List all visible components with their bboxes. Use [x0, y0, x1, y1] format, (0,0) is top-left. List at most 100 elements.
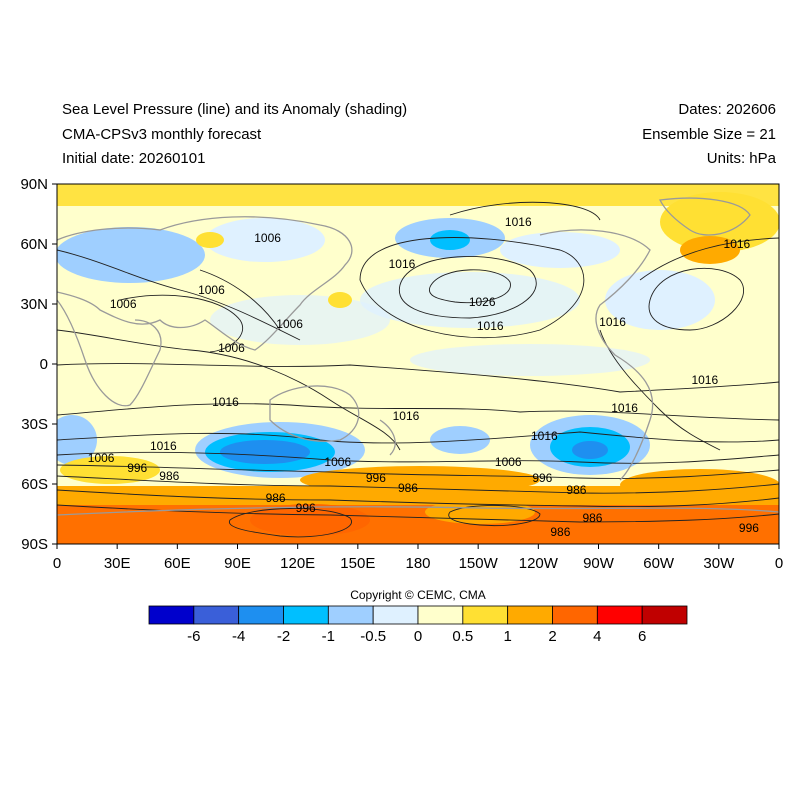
contour-line	[57, 431, 779, 444]
eurasia-coastline	[57, 216, 353, 351]
antarctic-core-anomaly	[250, 504, 370, 536]
contour-label: 986	[566, 483, 586, 497]
contour-label: 1016	[724, 237, 751, 251]
forecast-dates: Dates: 202606	[678, 101, 776, 118]
contour-label-text: 1006	[254, 231, 281, 245]
contour-label-text: 1016	[389, 257, 416, 271]
contour-label-text: 996	[127, 461, 147, 475]
contour-label: 1016	[531, 429, 558, 443]
contour-label: 986	[398, 481, 418, 495]
west-pacific-anomaly	[210, 295, 390, 345]
contour-label-text: 986	[266, 491, 286, 505]
lon-tick-label: 0	[53, 555, 61, 572]
title-line-1: Sea Level Pressure (line) and its Anomal…	[62, 101, 408, 118]
colorbar-segment	[283, 605, 329, 625]
colorbar-label: 0	[414, 628, 422, 645]
title-line-2: CMA-CPSv3 monthly forecast	[62, 126, 262, 143]
lon-tick-label: 30E	[104, 555, 131, 572]
contour-line	[57, 329, 401, 451]
contour-line	[639, 237, 779, 281]
antarctica-coastline	[57, 506, 779, 516]
contour-line	[228, 508, 352, 538]
africa-coastline	[57, 299, 162, 407]
contour-line	[57, 403, 779, 421]
lon-tick-label: 30W	[703, 555, 735, 572]
contour-label: 1006	[495, 455, 522, 469]
contour-label-text: 1016	[212, 395, 239, 409]
contour-label-text: 1026	[469, 295, 496, 309]
map-area: 1016 1006 1016 1016 1006 1006 1006 1026 1016 1016…	[57, 184, 779, 544]
contour-label: 1016	[150, 439, 177, 453]
anomaly-shading	[57, 184, 779, 544]
contour-label: 986	[550, 525, 570, 539]
colorbar-label: 4	[593, 628, 601, 645]
contour-label: 1016	[477, 319, 504, 333]
contour-label-text: 996	[366, 471, 386, 485]
colorbar-segment	[372, 605, 419, 625]
greenland-strong-anomaly	[680, 236, 740, 264]
units-label: Units: hPa	[706, 150, 776, 167]
lon-tick-label: 120W	[519, 555, 559, 572]
lon-tick-label: 90E	[224, 555, 251, 572]
colorbar-segment	[238, 605, 284, 625]
contour-label: 986	[159, 469, 179, 483]
contour-label: 996	[532, 471, 552, 485]
contour-line	[428, 269, 511, 304]
colorbar-label: 2	[548, 628, 556, 645]
contour-line	[648, 267, 745, 331]
pacific-subtropical-anomaly	[360, 272, 580, 328]
lon-tick-label: 60E	[164, 555, 191, 572]
contour-label-text: 996	[296, 501, 316, 515]
asia-positive-anomaly	[196, 232, 224, 248]
colorbar-segment	[641, 605, 688, 625]
contour-label-text: 1016	[599, 315, 626, 329]
colorbar-segment	[327, 605, 374, 625]
lon-tick-label: 90W	[583, 555, 615, 572]
contour-line	[199, 269, 281, 331]
contour-label: 1016	[212, 395, 239, 409]
contour-line	[57, 363, 779, 393]
contour-label-text: 1016	[505, 215, 532, 229]
colorbar-label: -4	[232, 628, 245, 645]
contour-label: 986	[582, 511, 602, 525]
contour-label: 1006	[324, 455, 351, 469]
contour-label: 1016	[599, 315, 626, 329]
colorbar-label: -0.5	[360, 628, 386, 645]
lon-tick-label: 0	[775, 555, 783, 572]
contour-label-text: 1016	[611, 401, 638, 415]
colorbar-label: 6	[638, 628, 646, 645]
contour-line	[57, 489, 779, 508]
lat-tick-label: 60N	[20, 236, 48, 253]
contour-label: 1016	[389, 257, 416, 271]
colorbar-segment	[552, 605, 598, 625]
contour-label: 1006	[198, 283, 225, 297]
contour-line	[359, 237, 585, 339]
contour-label-text: 1016	[691, 373, 718, 387]
colorbar-label: -6	[187, 628, 200, 645]
contour-line	[57, 249, 301, 341]
contour-label-text: 1006	[218, 341, 245, 355]
contour-line	[449, 201, 601, 221]
colorbar-segment	[596, 605, 643, 625]
contour-label-text: 1016	[477, 319, 504, 333]
contour-line	[398, 256, 537, 319]
contour-label: 996	[296, 501, 316, 515]
greenland-coastline	[659, 197, 751, 236]
contour-label: 1026	[469, 295, 496, 309]
lon-tick-label: 150E	[340, 555, 375, 572]
lat-tick-label: 90S	[21, 536, 48, 553]
contour-label: 1016	[691, 373, 718, 387]
lon-tick-label: 180	[405, 555, 430, 572]
atlantic-sector-anomaly	[620, 469, 779, 501]
lat-tick-label: 30S	[21, 416, 48, 433]
contour-label: 996	[366, 471, 386, 485]
lon-tick-label: 150W	[459, 555, 499, 572]
copyright-notice: Copyright © CEMC, CMA	[350, 588, 486, 602]
coastlines	[57, 197, 779, 516]
south-pacific-strong-anomaly	[572, 441, 608, 459]
australia-coastline	[269, 385, 360, 442]
contour-label-text: 986	[159, 469, 179, 483]
colorbar-label: -1	[322, 628, 335, 645]
lat-tick-label: 90N	[20, 176, 48, 193]
contour-label-text: 1006	[198, 283, 225, 297]
